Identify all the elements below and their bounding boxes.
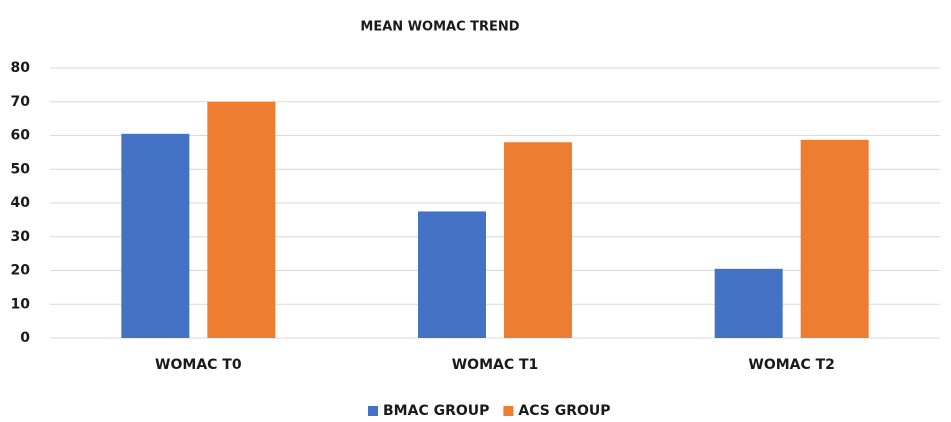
legend-label: ACS GROUP [518,403,610,419]
bar [800,139,869,338]
y-tick-label: 40 [11,195,31,211]
y-tick-label: 80 [11,60,31,76]
legend-swatch [503,406,514,416]
bar [714,268,783,338]
y-tick-label: 60 [11,128,31,144]
y-tick-label: 0 [20,330,30,346]
legend-swatch [368,406,378,416]
y-tick-label: 20 [11,263,31,279]
chart-title: MEAN WOMAC TREND [360,20,519,35]
bar [207,101,276,338]
x-tick-label: WOMAC T1 [452,357,539,373]
bar [121,133,190,338]
y-tick-label: 30 [11,229,31,245]
y-tick-label: 10 [11,296,31,312]
y-tick-label: 70 [11,94,31,110]
bar [418,211,486,338]
x-tick-label: WOMAC T2 [748,357,835,373]
y-tick-label: 50 [11,161,31,177]
x-tick-label: WOMAC T0 [155,357,242,373]
legend-label: BMAC GROUP [383,403,489,419]
bar [504,142,572,338]
